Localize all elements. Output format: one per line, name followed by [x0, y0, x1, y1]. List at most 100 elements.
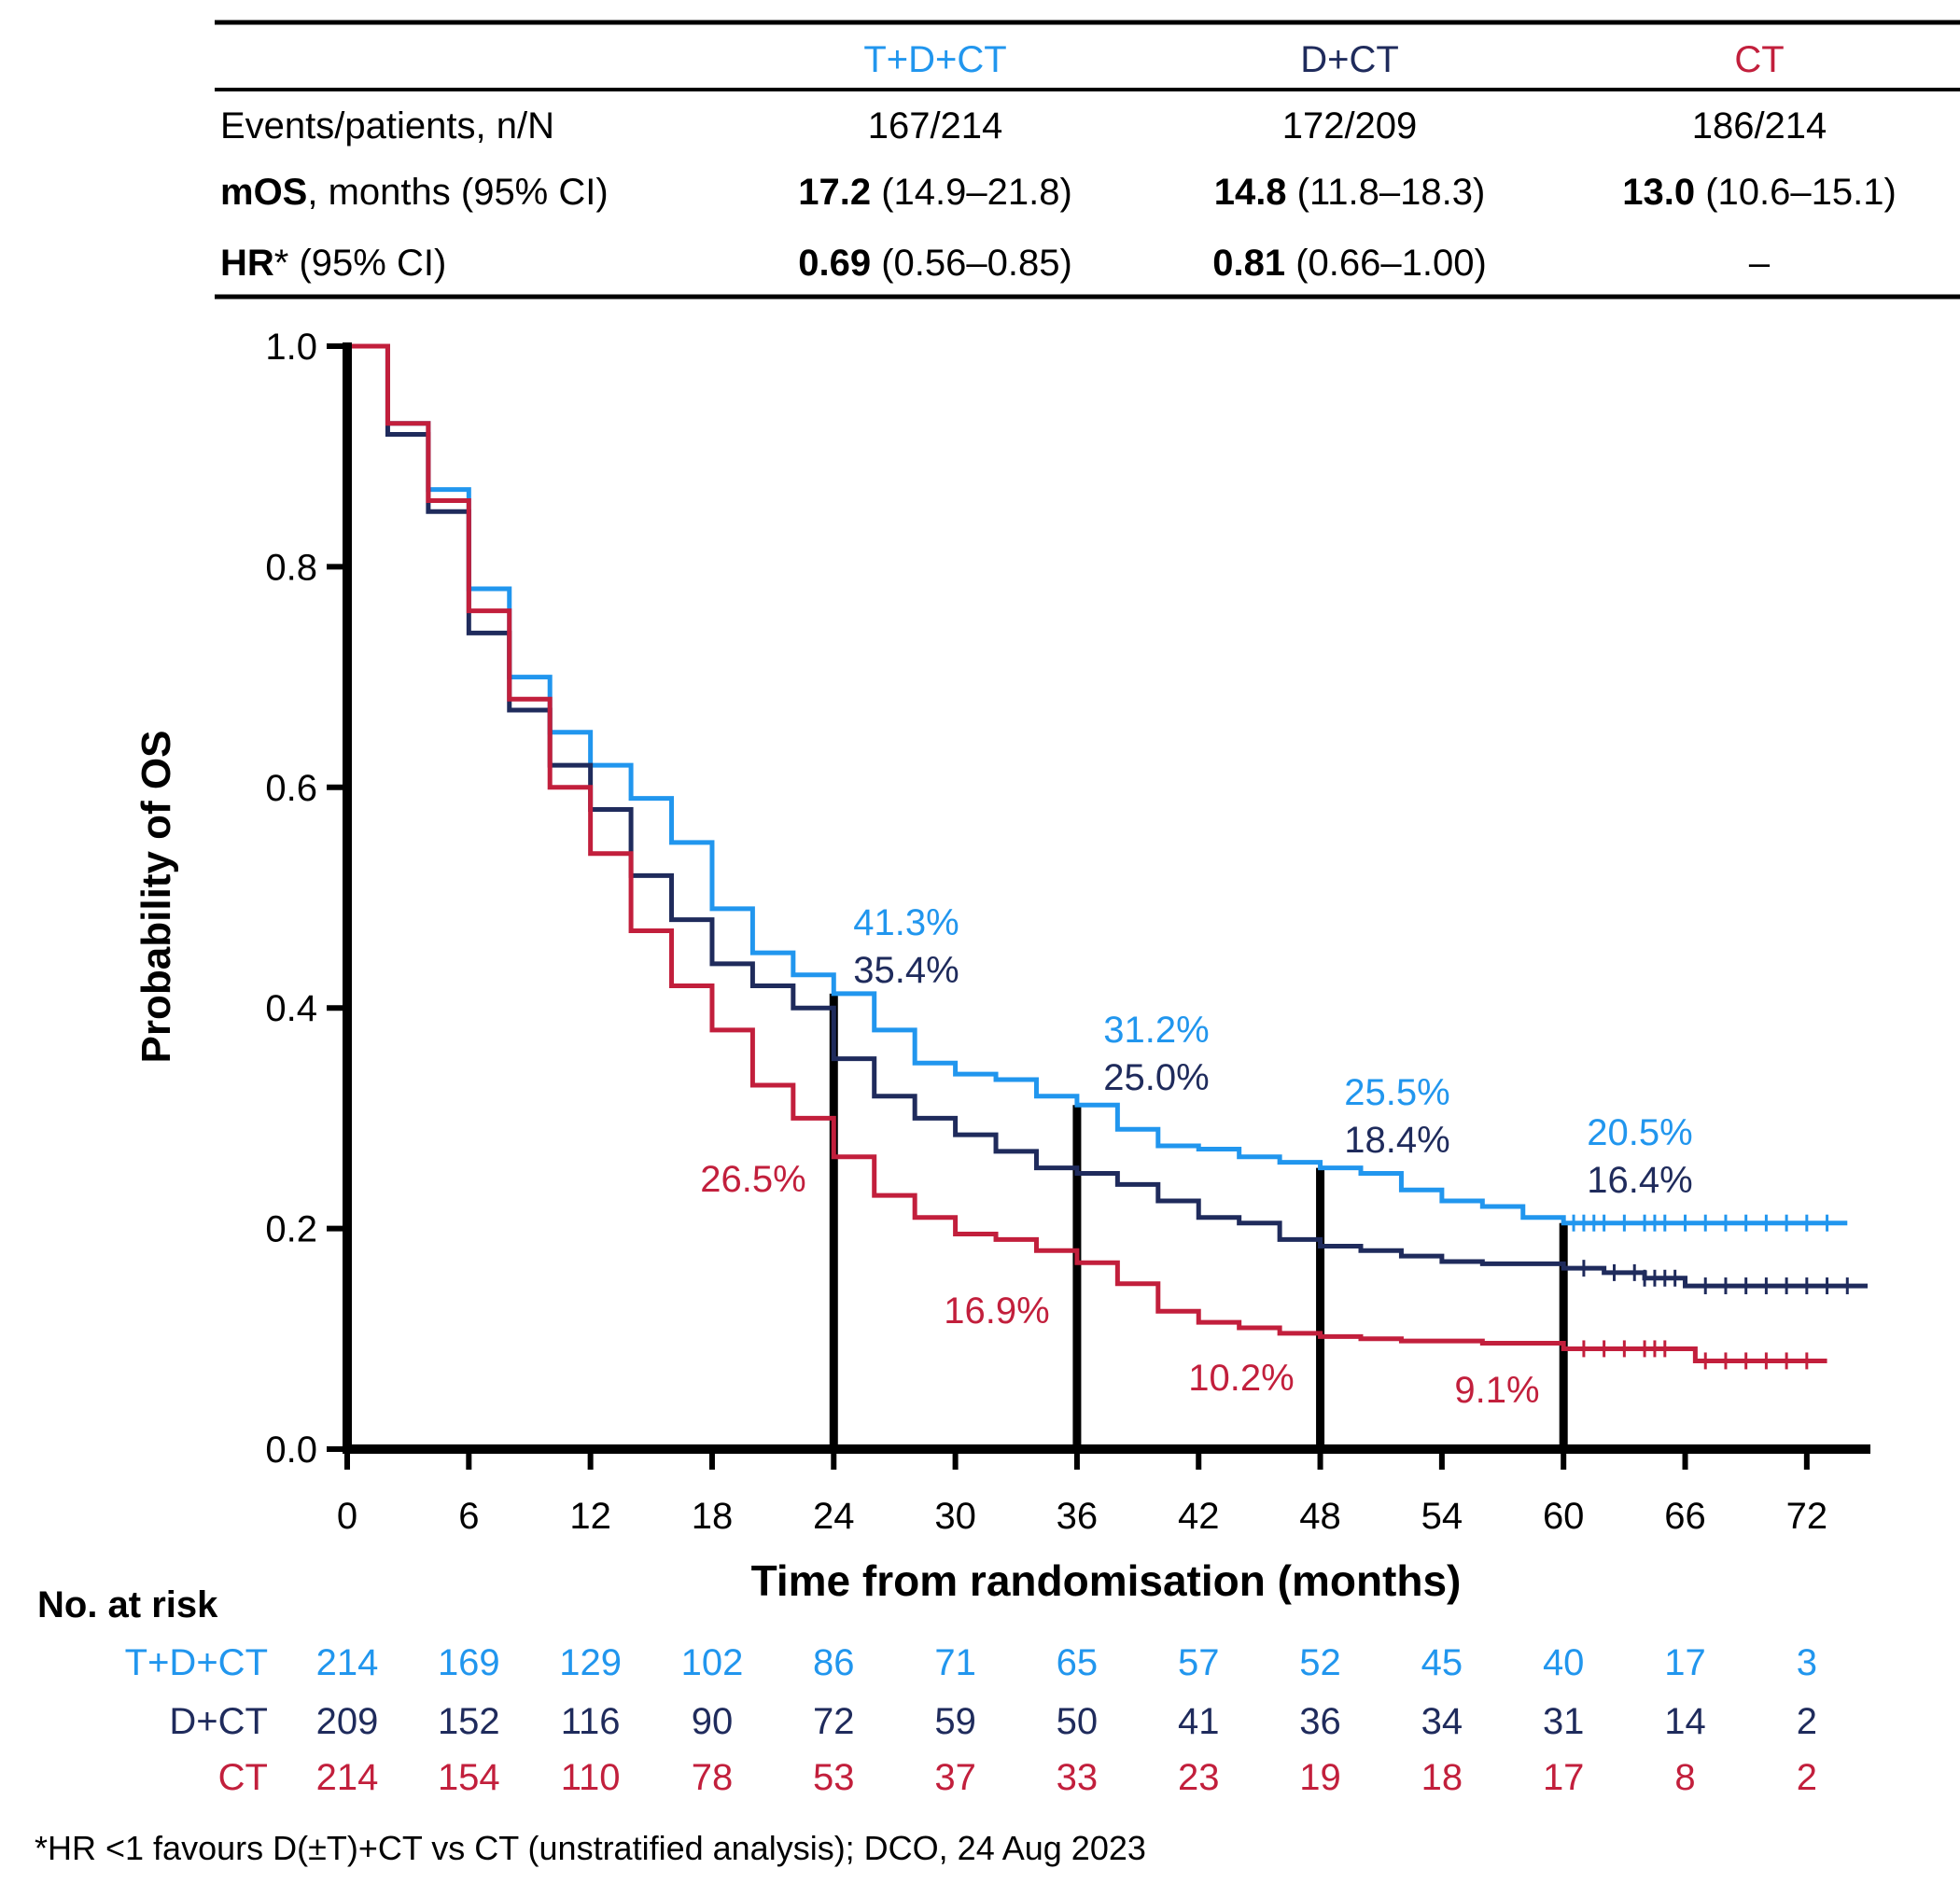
risk-value-dct: 90	[692, 1701, 734, 1742]
summary-table: T+D+CT D+CT CT Events/patients, n/N 167/214 1…	[215, 20, 1960, 300]
risk-value-dct: 2	[1797, 1701, 1817, 1742]
y-tick-label: 0.8	[265, 547, 317, 588]
cell-text: (11.8–18.3)	[1287, 172, 1486, 213]
cell-text: 172/209	[1282, 105, 1418, 146]
risk-value-tdct: 57	[1178, 1642, 1220, 1683]
table-cell: 17.2 (14.9–21.8)	[798, 172, 1072, 213]
risk-table: T+D+CT 214 169 129 102 86 71 65 57 52 45 40 17 3D+CT 2…	[125, 1642, 1817, 1798]
x-tick-label: 54	[1421, 1496, 1463, 1537]
cell-text: 186/214	[1692, 105, 1827, 146]
annotation-tdct-24: 41.3%	[853, 902, 959, 943]
annotation-ct-36: 16.9%	[944, 1290, 1049, 1332]
x-tick-label: 6	[458, 1496, 479, 1537]
km-curve-ct	[347, 343, 1827, 1363]
annotation-ct-60: 9.1%	[1454, 1370, 1539, 1411]
km-plot: 0.0 0.2 0.4 0.6 0.8 1.0 0 6 12 18 24 30 36 42 48 54 60 66…	[265, 327, 1870, 1537]
risk-value-ct: 53	[813, 1757, 855, 1798]
table-cell: 0.69 (0.56–0.85)	[798, 243, 1072, 284]
annotation-ct-24: 26.5%	[700, 1159, 805, 1200]
risk-value-tdct: 102	[681, 1642, 744, 1683]
x-tick-label: 12	[569, 1496, 611, 1537]
risk-value-dct: 50	[1057, 1701, 1099, 1742]
x-tick-label: 60	[1543, 1496, 1585, 1537]
annotation-ct-48: 10.2%	[1188, 1358, 1294, 1399]
y-tick-label: 1.0	[265, 327, 317, 368]
row-label-bold: mOS	[220, 172, 307, 213]
risk-value-dct: 59	[934, 1701, 976, 1742]
risk-value-dct: 36	[1299, 1701, 1341, 1742]
table-cell: 167/214	[868, 105, 1003, 146]
annotation-tdct-48: 25.5%	[1344, 1072, 1449, 1113]
risk-value-tdct: 71	[934, 1642, 976, 1683]
risk-row-label-ct: CT	[218, 1757, 268, 1798]
row-label-bold: HR	[220, 243, 274, 284]
table-header-tdct: T+D+CT	[863, 39, 1006, 80]
risk-value-tdct: 40	[1543, 1642, 1585, 1683]
risk-value-dct: 14	[1664, 1701, 1706, 1742]
cell-text: (10.6–15.1)	[1695, 172, 1897, 213]
risk-row-label-tdct: T+D+CT	[125, 1642, 268, 1683]
cell-bold: 0.81	[1212, 243, 1285, 284]
annotation-dct-60: 16.4%	[1587, 1160, 1692, 1201]
annotation-tdct-60: 20.5%	[1587, 1112, 1692, 1153]
x-tick-label: 72	[1786, 1496, 1828, 1537]
risk-value-ct: 37	[934, 1757, 976, 1798]
row-label-text: Events/patients, n/N	[220, 105, 554, 146]
x-tick-label: 36	[1057, 1496, 1099, 1537]
y-tick-label: 0.2	[265, 1209, 317, 1250]
cell-bold: 13.0	[1622, 172, 1695, 213]
table-cell: 186/214	[1692, 105, 1827, 146]
risk-value-dct: 31	[1543, 1701, 1585, 1742]
cell-text: 167/214	[868, 105, 1003, 146]
risk-row-label-dct: D+CT	[169, 1701, 268, 1742]
km-curve-dct	[347, 343, 1868, 1289]
risk-value-tdct: 65	[1057, 1642, 1099, 1683]
km-curve-tdct	[347, 343, 1848, 1226]
risk-value-tdct: 3	[1797, 1642, 1817, 1683]
annotation-dct-36: 25.0%	[1103, 1057, 1209, 1098]
risk-value-dct: 209	[316, 1701, 379, 1742]
table-cell: 172/209	[1282, 105, 1418, 146]
table-cell: 0.81 (0.66–1.00)	[1212, 243, 1487, 284]
annotation-dct-24: 35.4%	[853, 950, 959, 991]
annotation-tdct-36: 31.2%	[1103, 1010, 1209, 1051]
risk-value-dct: 116	[561, 1701, 621, 1742]
risk-value-ct: 214	[316, 1757, 379, 1798]
risk-value-tdct: 52	[1299, 1642, 1341, 1683]
risk-value-dct: 41	[1178, 1701, 1220, 1742]
table-header-ct: CT	[1734, 39, 1784, 80]
table-cell: –	[1749, 243, 1771, 284]
risk-value-ct: 19	[1299, 1757, 1341, 1798]
risk-value-ct: 8	[1674, 1757, 1695, 1798]
table-header-dct: D+CT	[1300, 39, 1399, 80]
risk-value-ct: 78	[692, 1757, 734, 1798]
cell-bold: 0.69	[798, 243, 871, 284]
risk-value-ct: 17	[1543, 1757, 1585, 1798]
risk-value-tdct: 45	[1421, 1642, 1463, 1683]
x-tick-label: 48	[1299, 1496, 1341, 1537]
table-row-label: Events/patients, n/N	[220, 105, 554, 146]
x-tick-label: 0	[337, 1496, 357, 1537]
cell-text: (0.56–0.85)	[871, 243, 1072, 284]
y-tick-label: 0.0	[265, 1430, 317, 1471]
risk-value-ct: 110	[561, 1757, 621, 1798]
y-tick-label: 0.6	[265, 768, 317, 809]
risk-value-tdct: 214	[316, 1642, 379, 1683]
risk-value-tdct: 86	[813, 1642, 855, 1683]
x-tick-label: 30	[934, 1496, 976, 1537]
row-label-text: * (95% CI)	[274, 243, 447, 284]
row-label-text: , months (95% CI)	[307, 172, 608, 213]
y-axis-label: Probability of OS	[133, 731, 179, 1064]
cell-bold: 14.8	[1214, 172, 1287, 213]
cell-text: –	[1749, 243, 1771, 284]
risk-table-title: No. at risk	[37, 1584, 218, 1625]
x-tick-label: 42	[1178, 1496, 1220, 1537]
table-row-label: mOS, months (95% CI)	[220, 172, 609, 213]
risk-value-tdct: 17	[1664, 1642, 1706, 1683]
risk-value-dct: 34	[1421, 1701, 1463, 1742]
table-cell: 13.0 (10.6–15.1)	[1622, 172, 1897, 213]
table-cell: 14.8 (11.8–18.3)	[1214, 172, 1486, 213]
x-tick-label: 66	[1664, 1496, 1706, 1537]
risk-value-ct: 33	[1057, 1757, 1099, 1798]
